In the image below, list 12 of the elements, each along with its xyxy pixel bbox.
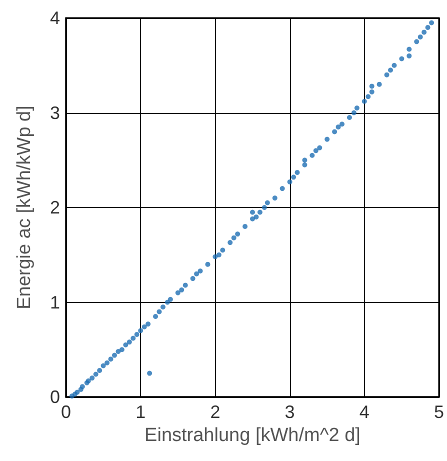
y-tick-label: 1 xyxy=(50,292,60,312)
x-tick-label: 3 xyxy=(284,402,295,422)
x-axis-title: Einstrahlung [kWh/m^2 d] xyxy=(144,424,360,446)
y-tick-label: 2 xyxy=(50,198,60,218)
y-axis-title: Energie ac [kWh/kWp d] xyxy=(14,106,35,310)
y-tick-label: 0 xyxy=(50,387,60,407)
y-tick-label: 4 xyxy=(50,8,60,28)
y-tick-label: 3 xyxy=(50,102,60,123)
x-tick-label: 4 xyxy=(359,402,370,422)
x-tick-label: 1 xyxy=(136,402,146,422)
x-tick-label: 5 xyxy=(434,402,444,422)
x-tick-label: 2 xyxy=(210,402,220,422)
